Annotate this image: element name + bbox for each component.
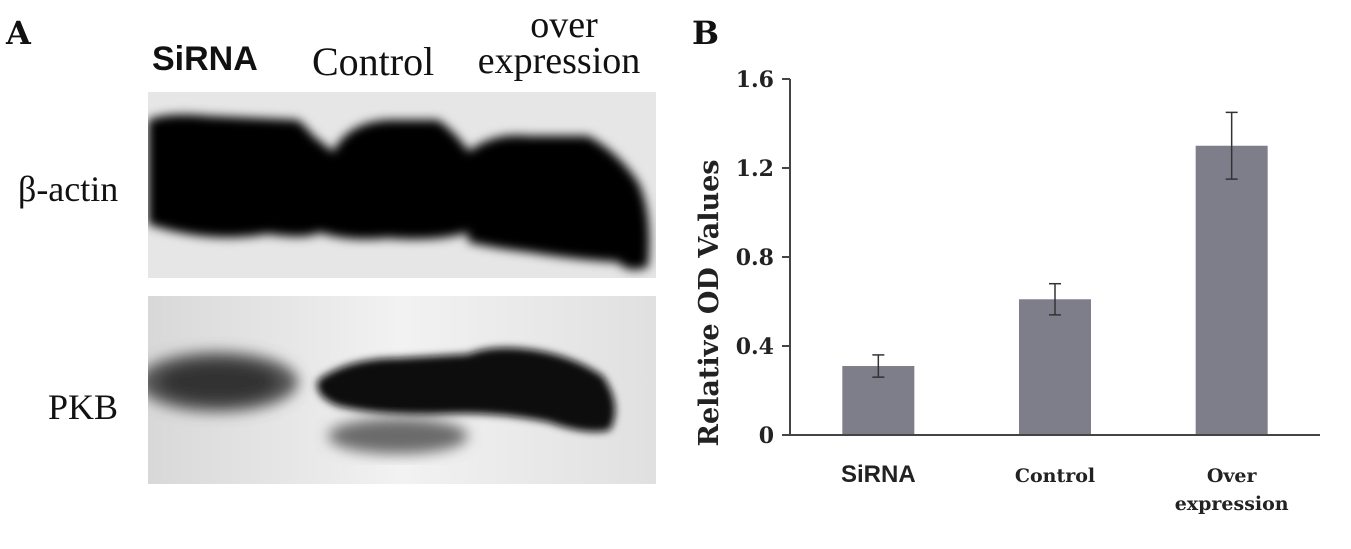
lane-label-expression: expression	[477, 40, 641, 82]
lane-label-over: over	[530, 4, 598, 46]
panel-letter-b: B	[692, 14, 720, 52]
y-tick-label: 0	[759, 423, 774, 449]
beta-actin-blot	[148, 92, 656, 278]
y-tick-label: 1.6	[736, 67, 774, 93]
od-bar-chart: 0 0.4 0.8 1.2 1.6 SiRNA Control Over expression…	[694, 67, 1320, 515]
panel-letter-a: A	[6, 14, 31, 52]
y-axis: 0 0.4 0.8 1.2 1.6	[736, 67, 791, 449]
row-label-beta-actin: β-actin	[18, 169, 119, 209]
y-axis-label: Relative OD Values	[694, 160, 725, 447]
x-tick-label-2: Over expression	[1175, 465, 1289, 515]
bars	[842, 111, 1268, 435]
x-tick-label-1: Control	[1015, 465, 1095, 487]
row-label-pkb: PKB	[48, 387, 119, 427]
y-tick-label: 1.2	[736, 156, 774, 182]
y-tick-label: 0.4	[736, 334, 774, 360]
x-tick-label-0: SiRNA	[841, 461, 916, 488]
y-tick-label: 0.8	[736, 245, 774, 271]
bar-2	[1195, 145, 1268, 435]
lane-label-sirna: SiRNA	[152, 40, 258, 78]
bar-1	[1019, 299, 1091, 435]
lane-label-control: Control	[312, 39, 435, 84]
x-axis: SiRNA Control Over expression	[790, 434, 1320, 515]
pkb-blot	[148, 296, 656, 484]
